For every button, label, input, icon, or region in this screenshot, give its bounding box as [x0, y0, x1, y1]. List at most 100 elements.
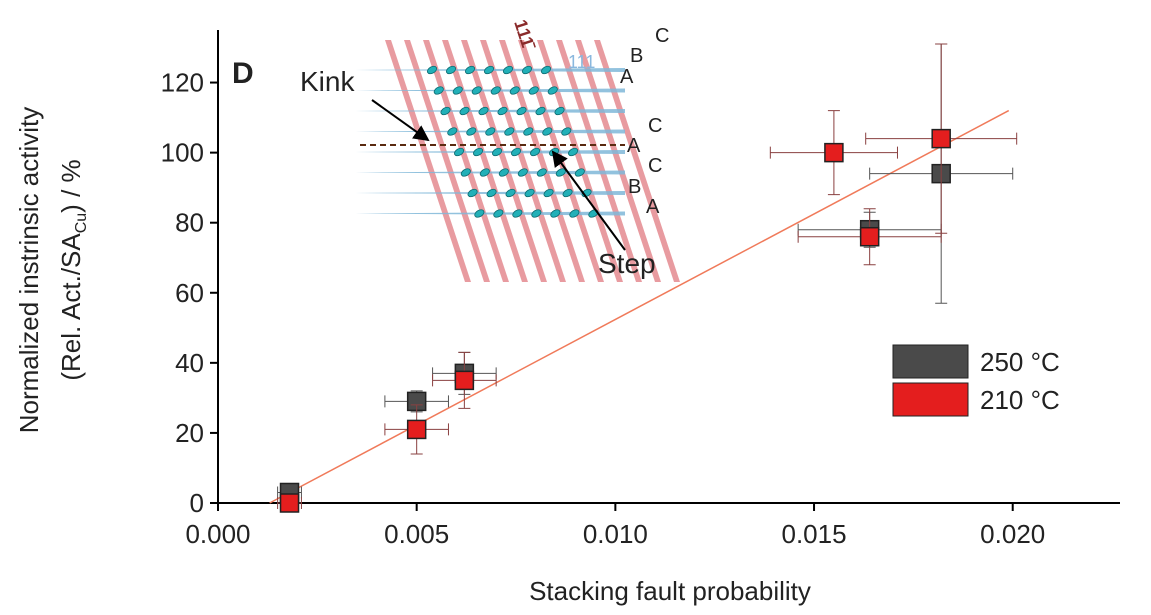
- stacking-label: A: [627, 135, 641, 157]
- atom: [543, 188, 554, 198]
- marker: [931, 128, 951, 149]
- blue-plane: [355, 211, 625, 216]
- atom: [516, 106, 527, 116]
- atom: [531, 209, 542, 218]
- legend-swatch: [892, 344, 969, 379]
- x-tick-label: 0.010: [583, 519, 648, 549]
- red-plane: [537, 40, 623, 282]
- atom: [550, 209, 561, 218]
- atom: [447, 127, 458, 136]
- atom: [479, 168, 490, 177]
- blue-plane: [355, 88, 625, 93]
- marker: [824, 142, 844, 163]
- atom: [561, 127, 572, 136]
- atom: [433, 86, 444, 95]
- y-tick-label: 120: [161, 68, 204, 98]
- atom: [445, 65, 457, 75]
- atom: [542, 127, 553, 136]
- stacking-label: C: [648, 155, 662, 177]
- atom: [554, 106, 565, 116]
- y-axis-title-part: (Rel. Act./SA: [56, 233, 86, 381]
- atom: [502, 65, 514, 75]
- atom: [521, 65, 533, 75]
- x-tick-label: 0.015: [781, 519, 846, 549]
- atom: [493, 209, 504, 218]
- x-tick-label: 0.000: [185, 519, 250, 549]
- stacking-label: A: [646, 196, 660, 218]
- red-plane: [385, 40, 471, 282]
- marker: [406, 419, 427, 440]
- atom: [517, 168, 528, 177]
- atom: [459, 106, 470, 116]
- atom: [509, 86, 520, 95]
- atom: [464, 65, 476, 75]
- atom: [471, 86, 482, 95]
- marker: [454, 370, 475, 391]
- panel-label: D: [232, 57, 254, 90]
- stacking-label: B: [628, 176, 641, 198]
- atom: [574, 168, 585, 177]
- atom: [562, 188, 573, 198]
- legend-label: 250 °C: [980, 347, 1060, 377]
- legend-label: 210 °C: [980, 385, 1060, 415]
- red-plane: [556, 40, 642, 282]
- atom: [486, 188, 497, 198]
- atom: [426, 65, 438, 75]
- atom: [467, 188, 478, 198]
- marker: [859, 226, 880, 247]
- red-plane: [480, 40, 566, 282]
- y-tick-label: 20: [175, 418, 204, 448]
- atom: [505, 188, 516, 198]
- atom: [497, 106, 508, 116]
- atom: [569, 209, 580, 218]
- atom: [490, 86, 501, 95]
- y-axis-title: Normalized instrinsic activity: [14, 107, 44, 434]
- marker: [279, 493, 300, 513]
- fit-line: [269, 109, 1010, 504]
- y-tick-label: 0: [190, 488, 204, 518]
- red-plane: [404, 40, 490, 282]
- x-tick-label: 0.005: [384, 519, 449, 549]
- atom: [524, 188, 535, 198]
- stacking-label: A: [620, 66, 634, 88]
- atom: [483, 65, 495, 75]
- stacking-label: B: [630, 45, 643, 67]
- atom: [474, 209, 485, 218]
- stacking-label: C: [648, 115, 662, 137]
- atom: [540, 65, 552, 75]
- blue-plane: [355, 150, 625, 154]
- x-tick-label: 0.020: [980, 519, 1045, 549]
- atom: [547, 86, 558, 95]
- red-plane: [423, 40, 509, 282]
- legend-swatch: [892, 382, 969, 417]
- atom: [523, 127, 534, 136]
- y-tick-label: 80: [175, 208, 204, 238]
- y-tick-label: 100: [161, 138, 204, 168]
- kink-label: Kink: [300, 66, 355, 97]
- y-axis-title-sub: Cu: [73, 213, 90, 233]
- x-axis-title: Stacking fault probability: [529, 576, 811, 606]
- atom: [512, 209, 523, 218]
- blue-plane-label: 111: [568, 52, 595, 72]
- red-plane: [499, 40, 585, 282]
- y-tick-label: 40: [175, 348, 204, 378]
- kink-arrow: [371, 99, 430, 142]
- atom: [440, 106, 451, 116]
- step-label: Step: [598, 248, 656, 279]
- atom: [528, 86, 539, 95]
- atom: [460, 168, 471, 177]
- red-plane-label: 111̄: [510, 17, 539, 53]
- stacking-label: C: [655, 25, 669, 47]
- red-plane: [461, 40, 547, 282]
- atom: [452, 86, 463, 95]
- atom: [568, 147, 579, 157]
- atom: [454, 147, 465, 157]
- atom: [536, 168, 547, 177]
- atom: [511, 147, 522, 157]
- atom: [530, 147, 541, 157]
- atom: [504, 127, 515, 136]
- red-plane: [442, 40, 528, 282]
- red-plane: [575, 40, 661, 282]
- atom: [473, 147, 484, 157]
